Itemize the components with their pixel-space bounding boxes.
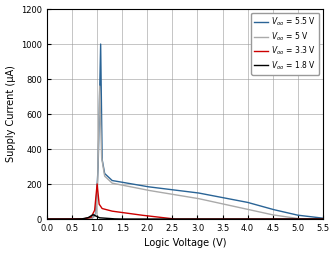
Y-axis label: Supply Current (μA): Supply Current (μA) xyxy=(6,66,15,163)
X-axis label: Logic Voltage (V): Logic Voltage (V) xyxy=(144,239,226,248)
Legend: $V_{oo}$ = 5.5 V, $V_{oo}$ = 5 V, $V_{oo}$ = 3.3 V, $V_{oo}$ = 1.8 V: $V_{oo}$ = 5.5 V, $V_{oo}$ = 5 V, $V_{oo… xyxy=(251,13,319,75)
